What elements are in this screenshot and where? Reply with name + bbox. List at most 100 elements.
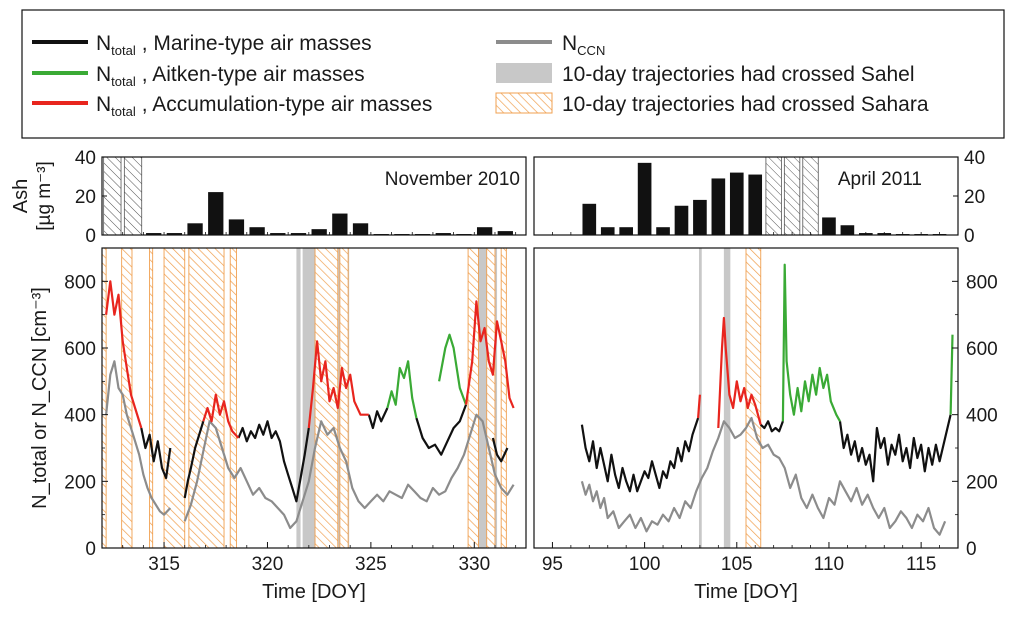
ytick-label: 800 [966, 272, 998, 293]
ash-bar [146, 233, 162, 235]
series-line [105, 360, 172, 516]
ash-bar [656, 227, 670, 235]
series-line [697, 394, 701, 419]
ytick-label: 600 [64, 339, 96, 360]
legend-label-suffix: , Aitken-type air masses [142, 63, 365, 86]
ytick-label: 200 [64, 472, 96, 493]
xtick-label: 320 [252, 554, 284, 575]
series-line [759, 420, 784, 433]
legend-item: 10-day trajectories had crossed Sahel [496, 63, 915, 86]
concentration-panel-april: 0 200 400 600 800 95 100 105 110 115 Time [DOY] [533, 247, 998, 603]
ash-bar [166, 233, 183, 235]
series-line [438, 333, 468, 406]
ytick-label: 600 [966, 339, 998, 360]
legend-label-main: N [562, 32, 577, 55]
ash-bar [840, 225, 855, 235]
ash-axis-label: Ash [10, 179, 32, 213]
ash-bar [187, 223, 203, 235]
series-line [949, 334, 954, 415]
sahara-span [500, 248, 507, 548]
series-line [717, 316, 762, 429]
legend-label: Ntotal , Aitken-type air masses [96, 63, 365, 89]
panel-annotation: April 2011 [838, 169, 922, 190]
legend-swatch-sahara [495, 92, 553, 114]
ytick-label: 200 [966, 472, 998, 493]
legend-label-main: N [96, 32, 111, 55]
ash-hatched-day [765, 156, 782, 236]
series-line [464, 300, 515, 409]
ash-ytick-label: 0 [85, 226, 96, 247]
sahel-span [478, 248, 487, 548]
ash-panel-april: 0 20 40 April 2011 [533, 148, 985, 247]
sahara-span [314, 248, 339, 548]
legend-item: Ntotal , Accumulation-type air masses [32, 93, 432, 119]
series-line [183, 420, 205, 499]
sahara-span [163, 248, 186, 548]
plot-frame [533, 247, 959, 549]
ash-ytick-label: 20 [964, 187, 985, 208]
legend-label-main: N [96, 63, 111, 86]
ytick-label: 400 [64, 406, 96, 427]
ytick-label: 0 [966, 539, 977, 560]
plot-area [102, 248, 515, 548]
series-line [491, 437, 509, 463]
ash-bar [637, 162, 652, 235]
ash-hatched-day [783, 156, 801, 236]
ash-bar [208, 192, 224, 235]
ash-axis-unit: [µg m⁻³] [34, 161, 55, 231]
ytick-label: 0 [85, 539, 96, 560]
ash-bar [693, 199, 707, 235]
ash-bar [619, 227, 633, 235]
sahel-span [302, 248, 318, 548]
legend-label-suffix: , Accumulation-type air masses [142, 93, 433, 116]
sahara-span [188, 248, 225, 548]
concentration-panel-november: 0 200 400 600 800 315 320 325 330 Time [DOY] [64, 247, 527, 603]
legend-label: NCCN [562, 32, 605, 58]
legend-item: 10-day trajectories had crossed Sahara [495, 92, 929, 116]
ash-bar [674, 205, 689, 235]
legend-item: Ntotal , Aitken-type air masses [32, 63, 365, 89]
ash-bar [249, 227, 265, 235]
series-line [183, 413, 515, 530]
ash-hatched-day [123, 156, 143, 236]
xtick-label: 115 [906, 554, 936, 575]
plot-frame [101, 247, 527, 549]
series-line [580, 417, 700, 493]
sahara-span [102, 248, 107, 548]
ash-bar [435, 233, 451, 235]
xtick-label: 315 [148, 554, 180, 575]
legend-label: 10-day trajectories had crossed Sahel [562, 63, 915, 86]
legend-label: Ntotal , Marine-type air masses [96, 32, 372, 58]
ash-bar [270, 233, 286, 235]
ash-bar [352, 223, 369, 235]
series-line [140, 427, 172, 480]
xtick-label: 105 [721, 554, 753, 575]
ash-ytick-label: 40 [964, 148, 985, 169]
ash-ytick-label: 40 [75, 148, 96, 169]
legend-label-subscript: total [111, 104, 136, 119]
series-line [367, 407, 389, 430]
ash-ytick-label: 20 [75, 187, 96, 208]
sahara-span [467, 248, 479, 548]
series-line [580, 416, 947, 536]
sahel-span [296, 248, 301, 548]
ash-bar [711, 178, 726, 235]
ash-bar [600, 227, 615, 235]
panel-annotation: November 2010 [385, 169, 520, 190]
xtick-label: 325 [355, 554, 387, 575]
sahel-span [723, 248, 731, 548]
legend-item: Ntotal , Marine-type air masses [32, 32, 372, 58]
legend-label-suffix: , Marine-type air masses [142, 32, 372, 55]
legend-label-main: N [96, 93, 111, 116]
ash-bar [582, 203, 597, 235]
series-line [838, 414, 952, 483]
legend-item: NCCN [496, 32, 605, 58]
ash-bar [822, 217, 836, 235]
series-line [307, 340, 369, 429]
xtick-label: 110 [814, 554, 844, 575]
sahara-span [339, 248, 349, 548]
legend: Ntotal , Marine-type air masses Ntotal , Ai… [21, 9, 1005, 139]
sahara-span [229, 248, 237, 548]
legend-label: 10-day trajectories had crossed Sahara [562, 93, 929, 116]
